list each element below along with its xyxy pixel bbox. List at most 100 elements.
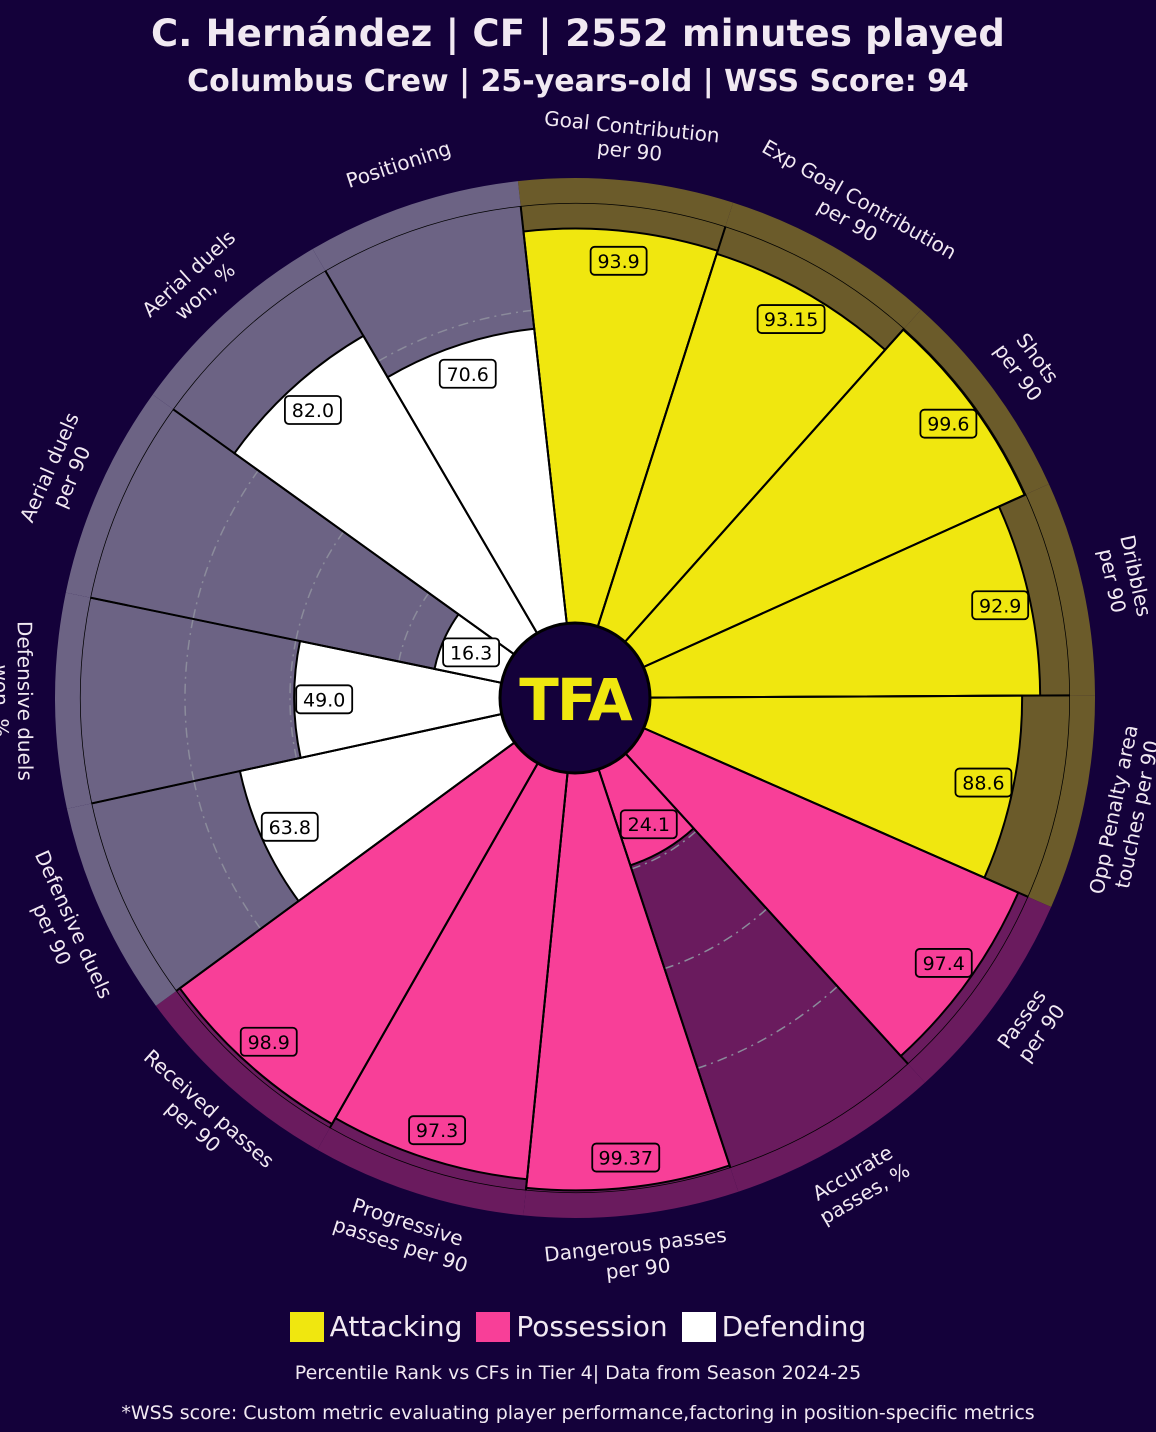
value-label-text: 92.9 <box>979 595 1021 617</box>
metric-label-line: Defensive duels <box>13 621 38 781</box>
value-label-opp-penalty-area-touches-per-90: 88.6 <box>954 767 1013 798</box>
value-label-box <box>591 1142 661 1173</box>
chart-title: C. Hernández | CF | 2552 minutes played <box>150 12 1006 55</box>
value-label-box <box>295 684 354 715</box>
value-label-positioning: 70.6 <box>438 358 497 389</box>
pizza-outer-ring <box>54 178 1096 1218</box>
value-label-progressive-passes-per-90: 97.3 <box>408 1115 466 1146</box>
grid-arc-50-defensive-duels-won <box>289 640 298 759</box>
value-label-passes-per-90: 97.4 <box>914 948 973 978</box>
grid-arc-75-defensive-duels-won <box>184 618 195 782</box>
metric-label-goal-contribution-per-90: Goal Contributionper 90 <box>541 106 721 171</box>
value-label-text: 99.37 <box>599 1148 653 1170</box>
metric-label-line: won, % <box>0 664 13 737</box>
legend-item-possession: Possession <box>476 1310 668 1343</box>
legend-item-defending: Defending <box>681 1310 867 1343</box>
outer-ring-segment-progressive-passes-per-90 <box>317 1127 526 1216</box>
value-label-aerial-duels-won: 82.0 <box>284 395 342 425</box>
value-label-text: 70.6 <box>447 364 489 386</box>
value-label-accurate-passes: 24.1 <box>619 809 678 840</box>
divider-3 <box>642 493 1027 669</box>
divider-11 <box>91 713 502 805</box>
outer-ring-segment-positioning <box>312 181 521 271</box>
metric-label-opp-penalty-area-touches-per-90: Opp Penalty areatouches per 90 <box>1084 723 1156 901</box>
outer-ring-segment-dangerous-passes-per-90 <box>523 1167 739 1218</box>
metric-label-defensive-duels-won: Defensive duelswon, % <box>0 621 37 781</box>
value-label-text: 63.8 <box>269 817 311 839</box>
footnote-wss-definition: *WSS score: Custom metric evaluating pla… <box>121 1402 1035 1424</box>
chart-subtitle: Columbus Crew | 25-years-old | WSS Score… <box>187 64 969 99</box>
divider-12 <box>90 596 502 684</box>
footnote-data-source: Percentile Rank vs CFs in Tier 4| Data f… <box>294 1362 862 1384</box>
grid-arc-50-accurate-passes <box>664 908 768 970</box>
divider-10 <box>175 741 516 992</box>
legend-label-possession: Possession <box>516 1310 668 1343</box>
outer-ring-segment-dribbles-per-90 <box>1026 483 1095 696</box>
outer-ring-segment-defensive-duels-per-90 <box>66 803 177 1006</box>
value-label-box <box>284 395 342 425</box>
metric-label-dangerous-passes-per-90: Dangerous passesper 90 <box>543 1223 730 1291</box>
value-label-text: 88.6 <box>962 773 1004 795</box>
outer-ring-segment-passes-per-90 <box>908 896 1052 1083</box>
divider-9 <box>328 762 539 1129</box>
value-label-aerial-duels-per-90: 16.3 <box>442 637 501 668</box>
divider-0 <box>519 205 568 624</box>
value-label-box <box>442 637 501 668</box>
value-label-text: 98.9 <box>248 1032 290 1054</box>
value-label-box <box>756 304 826 334</box>
outer-ring-segment-aerial-duels-per-90 <box>65 394 174 598</box>
value-label-box <box>438 358 497 389</box>
grid-arc-25-accurate-passes <box>631 830 697 870</box>
divider-2 <box>624 327 906 643</box>
outer-ring-segment-goal-contribution-per-90 <box>517 178 734 227</box>
outer-ring-segment-defensive-duels-won <box>54 592 92 809</box>
grid-arc-75-defensive-duels-per-90 <box>193 780 262 930</box>
value-label-goal-contribution-per-90: 93.9 <box>589 245 648 276</box>
legend-swatch-possession <box>476 1311 511 1342</box>
value-label-text: 93.15 <box>764 309 818 331</box>
legend-swatch-defending <box>681 1311 716 1342</box>
pizza-value-labels: 93.9 93.15 99.6 92.9 88.6 97.4 24.1 99.37 97.3 98… <box>239 245 1030 1173</box>
value-label-text: 24.1 <box>628 814 670 836</box>
outer-ring-segment-aerial-duels-won <box>152 249 326 410</box>
divider-8 <box>524 772 569 1191</box>
tfa-logo: TFA <box>519 666 633 734</box>
value-label-box <box>954 767 1013 798</box>
value-label-defensive-duels-per-90: 63.8 <box>260 811 319 842</box>
value-label-box <box>971 590 1030 621</box>
pizza-chart: 93.9 93.15 99.6 92.9 88.6 97.4 24.1 99.37 97.3 98… <box>0 106 1156 1291</box>
divider-4 <box>649 694 1070 699</box>
grid-arc-25-aerial-duels-per-90 <box>398 592 430 662</box>
metric-label-line: per 90 <box>596 136 663 166</box>
divider-13 <box>172 408 515 656</box>
value-label-box <box>619 809 678 840</box>
divider-6 <box>624 752 909 1065</box>
grid-arc-75-aerial-duels-per-90 <box>192 469 259 620</box>
value-label-dangerous-passes-per-90: 99.37 <box>591 1142 661 1173</box>
value-label-text: 16.3 <box>450 642 492 664</box>
value-label-box <box>408 1115 466 1146</box>
legend-label-defending: Defending <box>721 1310 867 1343</box>
outer-ring-segment-accurate-passes <box>730 1064 925 1192</box>
outer-ring-segment-exp-goal-contribution-per-90 <box>725 202 921 329</box>
outer-ring-segment-opp-penalty-area-touches-per-90 <box>1028 695 1096 907</box>
legend-swatch-attacking <box>289 1311 324 1342</box>
value-label-box <box>239 1026 298 1057</box>
value-label-box <box>914 948 973 978</box>
value-label-box <box>589 245 648 276</box>
value-label-received-passes-per-90: 98.9 <box>239 1026 298 1057</box>
value-label-dribbles-per-90: 92.9 <box>971 590 1030 621</box>
divider-1 <box>596 226 727 627</box>
metric-label-dribbles-per-90: Dribblesper 90 <box>1092 533 1156 624</box>
value-label-text: 99.6 <box>927 414 969 436</box>
center-circle <box>498 621 652 775</box>
grid-arc-75-accurate-passes <box>697 985 838 1069</box>
grid-arc-50-aerial-duels-per-90 <box>295 531 345 641</box>
value-label-defensive-duels-won: 49.0 <box>295 684 354 715</box>
value-label-text: 97.3 <box>416 1120 458 1142</box>
value-label-text: 49.0 <box>303 689 345 711</box>
metric-label-positioning: Positioning <box>343 136 454 193</box>
value-label-text: 93.9 <box>597 251 639 273</box>
value-label-box <box>260 811 319 842</box>
value-label-exp-goal-contribution-per-90: 93.15 <box>756 304 826 334</box>
